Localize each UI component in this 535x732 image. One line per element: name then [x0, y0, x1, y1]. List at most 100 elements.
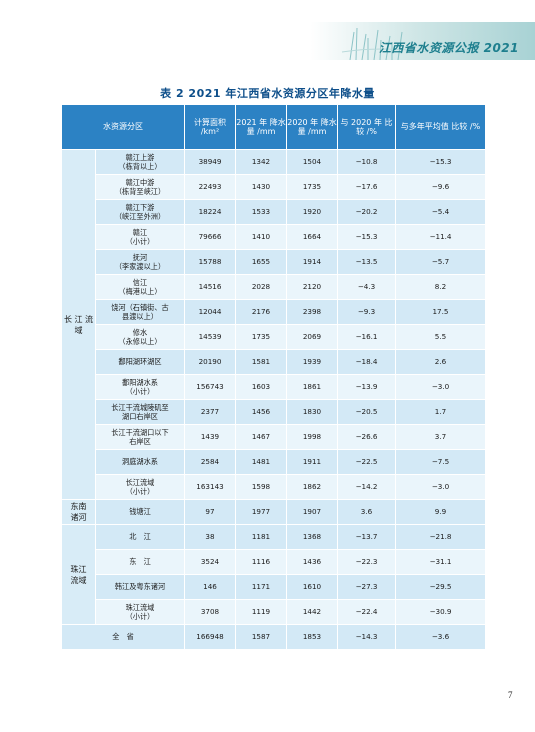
value-cell-area: 3708: [185, 600, 235, 624]
value-cell-vs2020: −22.3: [338, 550, 395, 574]
table-row: 修水 （永修以上） 14539 1735 2069 −16.1 5.5: [62, 325, 485, 349]
value-cell-area: 146: [185, 575, 235, 599]
table-row: 长江干流湖口以下 右岸区 1439 1467 1998 −26.6 3.7: [62, 425, 485, 449]
value-cell-p2021: 1655: [236, 250, 286, 274]
value-cell-vsavg: 9.9: [396, 500, 485, 524]
zone-name-cell: 抚河 （李家渡以上）: [96, 250, 184, 274]
zone-name-cell: 鄱阳湖环湖区: [96, 350, 184, 374]
value-cell-p2020: 1735: [287, 175, 337, 199]
zone-name-cell: 珠江流域 （小计）: [96, 600, 184, 624]
value-cell-p2021: 2176: [236, 300, 286, 324]
value-cell-area: 14539: [185, 325, 235, 349]
value-cell-p2020: 1664: [287, 225, 337, 249]
value-cell-vsavg: −9.6: [396, 175, 485, 199]
total-value-cell-vs2020: −14.3: [338, 625, 395, 649]
value-cell-area: 38949: [185, 150, 235, 174]
value-cell-p2021: 1430: [236, 175, 286, 199]
value-cell-p2021: 1456: [236, 400, 286, 424]
value-cell-area: 2584: [185, 450, 235, 474]
value-cell-p2021: 1116: [236, 550, 286, 574]
zone-name-cell: 赣江下游 （峡江至外洲）: [96, 200, 184, 224]
table-row: 饶河（石镇街、古 县渡以上） 12044 2176 2398 −9.3 17.5: [62, 300, 485, 324]
value-cell-vsavg: 1.7: [396, 400, 485, 424]
table-caption: 表 2 2021 年江西省水资源分区年降水量: [160, 87, 375, 100]
value-cell-p2021: 1977: [236, 500, 286, 524]
value-cell-p2020: 1368: [287, 525, 337, 549]
total-value-cell-p2021: 1587: [236, 625, 286, 649]
table-row: 长江流域 （小计） 163143 1598 1862 −14.2 −3.0: [62, 475, 485, 499]
table-row: 珠江流域 （小计） 3708 1119 1442 −22.4 −30.9: [62, 600, 485, 624]
value-cell-vs2020: −20.2: [338, 200, 395, 224]
value-cell-p2021: 1598: [236, 475, 286, 499]
value-cell-area: 18224: [185, 200, 235, 224]
value-cell-vsavg: 5.5: [396, 325, 485, 349]
value-cell-vsavg: 2.6: [396, 350, 485, 374]
value-cell-vs2020: −13.7: [338, 525, 395, 549]
table-row: 抚河 （李家渡以上） 15788 1655 1914 −13.5 −5.7: [62, 250, 485, 274]
table-row: 东 江 3524 1116 1436 −22.3 −31.1: [62, 550, 485, 574]
value-cell-vs2020: −14.2: [338, 475, 395, 499]
value-cell-vsavg: −5.4: [396, 200, 485, 224]
value-cell-area: 97: [185, 500, 235, 524]
value-cell-vsavg: 17.5: [396, 300, 485, 324]
value-cell-area: 38: [185, 525, 235, 549]
total-row: 全 省 166948 1587 1853 −14.3 −3.6: [62, 625, 485, 649]
page-number: 7: [508, 690, 513, 700]
value-cell-vs2020: −15.3: [338, 225, 395, 249]
table-row: 信江 （梅港以上） 14516 2028 2120 −4.3 8.2: [62, 275, 485, 299]
value-cell-p2021: 1581: [236, 350, 286, 374]
value-cell-p2020: 1442: [287, 600, 337, 624]
value-cell-p2021: 1735: [236, 325, 286, 349]
value-cell-p2021: 2028: [236, 275, 286, 299]
value-cell-vs2020: −9.3: [338, 300, 395, 324]
value-cell-p2020: 1911: [287, 450, 337, 474]
value-cell-area: 156743: [185, 375, 235, 399]
col-header-vsavg: 与多年平均值 比较 /%: [396, 105, 485, 149]
header-banner: 江西省水资源公报 2021: [0, 22, 535, 60]
value-cell-p2020: 1436: [287, 550, 337, 574]
col-header-p2020: 2020 年 降水量 /mm: [287, 105, 337, 149]
value-cell-p2020: 1939: [287, 350, 337, 374]
zone-name-cell: 北 江: [96, 525, 184, 549]
total-label-cell: 全 省: [62, 625, 184, 649]
reeds-decoration-icon: [341, 27, 429, 60]
value-cell-area: 2377: [185, 400, 235, 424]
value-cell-p2020: 2069: [287, 325, 337, 349]
value-cell-area: 1439: [185, 425, 235, 449]
table-row: 长 江 流 域赣江上游 （栋背以上） 38949 1342 1504 −10.8 −15.…: [62, 150, 485, 499]
value-cell-vs2020: −10.8: [338, 150, 395, 174]
basin-group-label: 长 江 流 域: [62, 150, 95, 499]
table-row: 鄱阳湖环湖区 20190 1581 1939 −18.4 2.6: [62, 350, 485, 374]
value-cell-p2020: 1920: [287, 200, 337, 224]
table-row: 韩江及粤东诸河 146 1171 1610 −27.3 −29.5: [62, 575, 485, 599]
zone-name-cell: 洞庭湖水系: [96, 450, 184, 474]
value-cell-p2021: 1481: [236, 450, 286, 474]
value-cell-area: 22493: [185, 175, 235, 199]
value-cell-vs2020: −13.5: [338, 250, 395, 274]
value-cell-p2020: 1907: [287, 500, 337, 524]
value-cell-vs2020: −13.9: [338, 375, 395, 399]
value-cell-vsavg: −15.3: [396, 150, 485, 174]
value-cell-vs2020: −18.4: [338, 350, 395, 374]
value-cell-vsavg: −3.0: [396, 375, 485, 399]
value-cell-vs2020: −20.5: [338, 400, 395, 424]
zone-name-cell: 韩江及粤东诸河: [96, 575, 184, 599]
value-cell-vsavg: 3.7: [396, 425, 485, 449]
value-cell-p2021: 1181: [236, 525, 286, 549]
value-cell-area: 15788: [185, 250, 235, 274]
value-cell-vs2020: −4.3: [338, 275, 395, 299]
total-value-cell-p2020: 1853: [287, 625, 337, 649]
value-cell-vs2020: −16.1: [338, 325, 395, 349]
value-cell-area: 163143: [185, 475, 235, 499]
table-row: 赣江 （小计） 79666 1410 1664 −15.3 −11.4: [62, 225, 485, 249]
table-row: 长江干流城陵矶至 湖口右岸区 2377 1456 1830 −20.5 1.7: [62, 400, 485, 424]
value-cell-p2020: 2120: [287, 275, 337, 299]
zone-name-cell: 信江 （梅港以上）: [96, 275, 184, 299]
value-cell-vsavg: −5.7: [396, 250, 485, 274]
value-cell-vsavg: −31.1: [396, 550, 485, 574]
value-cell-p2020: 1914: [287, 250, 337, 274]
value-cell-p2020: 1830: [287, 400, 337, 424]
total-value-cell-area: 166948: [185, 625, 235, 649]
zone-name-cell: 鄱阳湖水系 （小计）: [96, 375, 184, 399]
table-row: 赣江下游 （峡江至外洲） 18224 1533 1920 −20.2 −5.4: [62, 200, 485, 224]
